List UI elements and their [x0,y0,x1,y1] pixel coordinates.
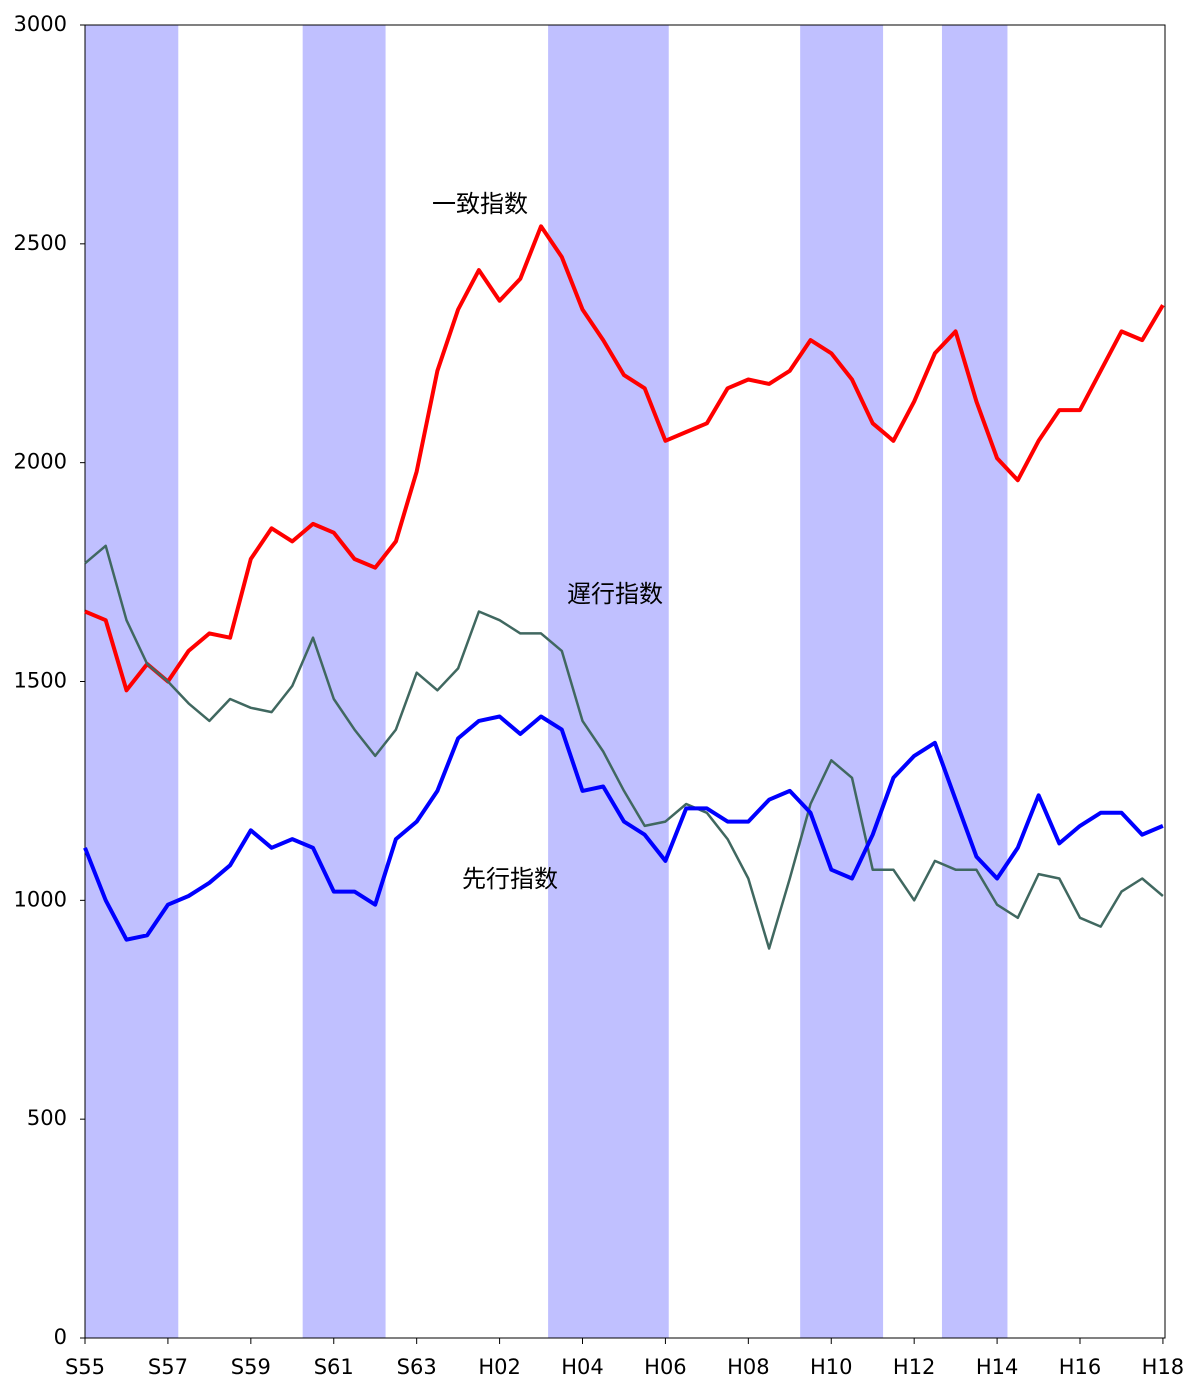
series-label: 遅行指数 [567,580,663,608]
x-tick-label: S57 [148,1355,188,1379]
y-tick-label: 500 [27,1106,67,1130]
x-tick-label: H02 [478,1355,521,1379]
series-line [84,544,1164,950]
shaded-period [941,25,1008,1338]
x-tick-label: H16 [1059,1355,1102,1379]
x-tick-label: H04 [561,1355,604,1379]
x-tick-label: S55 [65,1355,105,1379]
series-line [84,224,1165,693]
shaded-period [302,25,386,1338]
y-tick-label: 2000 [14,450,67,474]
shaded-period [548,25,669,1338]
y-tick-label: 3000 [14,12,67,36]
x-tick-label: H06 [644,1355,687,1379]
series-label: 一致指数 [432,190,528,218]
x-tick-label: S63 [397,1355,437,1379]
y-tick-label: 1000 [14,887,67,911]
x-tick-label: H14 [976,1355,1019,1379]
shaded-period [800,25,884,1338]
series-label: 先行指数 [462,865,558,893]
y-tick-label: 0 [54,1325,67,1349]
x-tick-label: H08 [727,1355,770,1379]
series-line [83,714,1164,942]
x-tick-label: H10 [810,1355,853,1379]
x-tick-label: S61 [314,1355,354,1379]
x-tick-label: H18 [1142,1355,1185,1379]
x-tick-label: H12 [893,1355,936,1379]
y-tick-label: 2500 [14,231,67,255]
x-tick-label: S59 [231,1355,271,1379]
y-tick-label: 1500 [14,669,67,693]
